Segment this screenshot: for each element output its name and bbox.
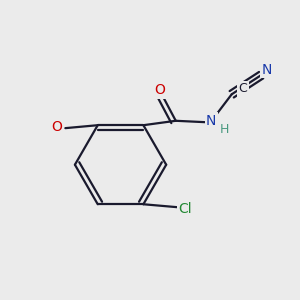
Text: N: N (206, 114, 216, 128)
Text: O: O (154, 83, 165, 98)
Text: O: O (52, 120, 62, 134)
Text: H: H (220, 123, 229, 136)
Text: Cl: Cl (179, 202, 192, 216)
Text: C: C (238, 82, 247, 95)
Text: N: N (261, 63, 272, 77)
